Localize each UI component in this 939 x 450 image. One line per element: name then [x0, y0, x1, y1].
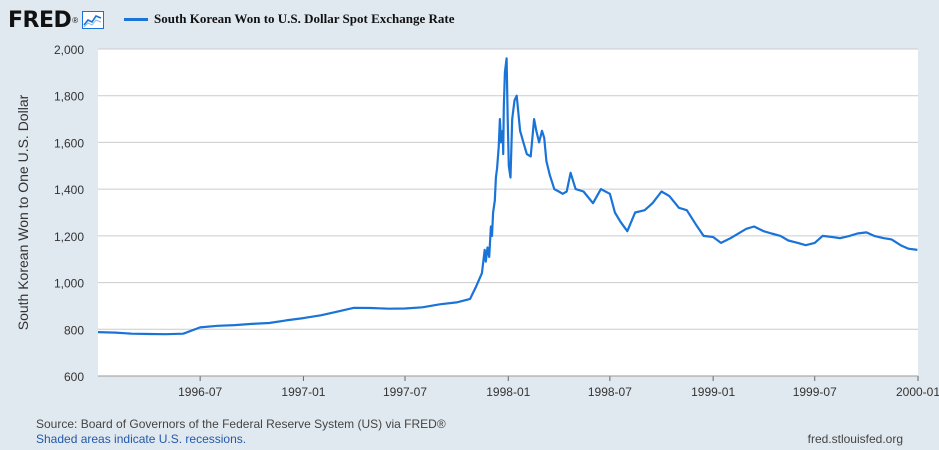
x-tick-label: 1999-07	[793, 385, 837, 399]
y-tick-label: 1,200	[54, 230, 84, 244]
series-line	[97, 57, 918, 336]
y-tick-label: 1,400	[54, 183, 84, 197]
y-tick-label: 800	[64, 323, 84, 337]
fred-logo[interactable]: FRED ®	[8, 6, 105, 34]
site-url[interactable]: fred.stlouisfed.org	[807, 432, 903, 446]
chart-legend: South Korean Won to U.S. Dollar Spot Exc…	[124, 11, 455, 27]
y-tick-label: 1,000	[54, 277, 84, 291]
y-axis-label: South Korean Won to One U.S. Dollar	[15, 94, 31, 330]
x-tick-label: 1998-01	[486, 385, 530, 399]
y-tick-label: 1,600	[54, 136, 84, 150]
source-note: Source: Board of Governors of the Federa…	[36, 417, 446, 431]
x-tick-label: 1997-07	[383, 385, 427, 399]
x-tick-label: 1996-07	[178, 385, 222, 399]
recession-note: Shaded areas indicate U.S. recessions.	[36, 432, 247, 446]
x-tick-label: 1997-01	[281, 385, 325, 399]
x-tick-label: 1998-07	[588, 385, 632, 399]
chart-line-icon	[82, 11, 105, 29]
fred-logo-text: FRED	[8, 7, 72, 33]
x-tick-label: 2000-01	[896, 385, 939, 399]
y-tick-label: 2,000	[54, 43, 84, 57]
x-tick-label: 1999-01	[691, 385, 735, 399]
y-tick-label: 600	[64, 370, 84, 384]
y-tick-label: 1,800	[54, 90, 84, 104]
registered-mark: ®	[72, 15, 79, 25]
legend-series-label: South Korean Won to U.S. Dollar Spot Exc…	[154, 11, 455, 26]
legend-swatch	[124, 17, 148, 21]
